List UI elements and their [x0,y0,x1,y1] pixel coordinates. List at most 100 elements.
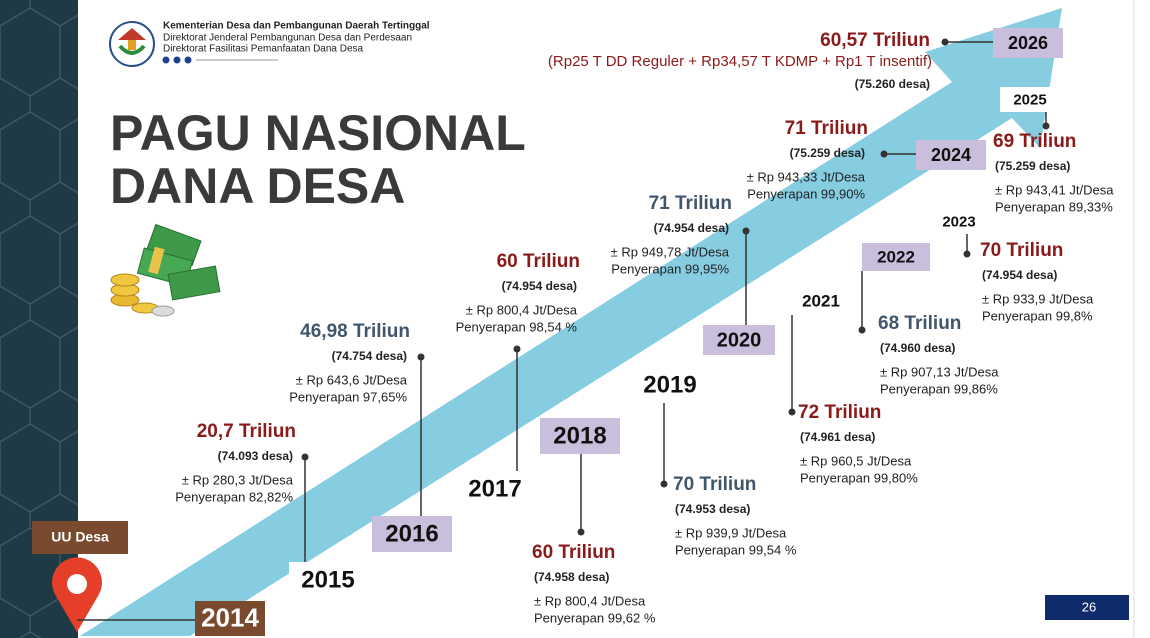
desa: (74.954 desa) [654,221,729,235]
amount: 20,7 Triliun [197,421,296,442]
per-desa: ± Rp 960,5 Jt/Desa [800,453,912,468]
year: 2022 [877,247,915,266]
connector-dot [301,453,309,461]
serapan: Penyerapan 98,54 % [456,319,578,334]
desa: (75.259 desa) [995,159,1070,173]
serapan: Penyerapan 99,62 % [534,610,656,625]
per-desa: ± Rp 943,33 Jt/Desa [747,169,866,184]
connector-dot [1042,122,1050,130]
per-desa: ± Rp 943,41 Jt/Desa [995,182,1114,197]
growth-arrow [80,8,1062,636]
org-line: Kementerian Desa dan Pembangunan Daerah … [163,21,430,32]
amount: 72 Triliun [798,402,881,423]
amount: 68 Triliun [878,313,961,334]
badge-box [32,521,128,554]
year-box [993,28,1063,58]
amount: 46,98 Triliun [300,321,410,342]
year: 2015 [301,566,354,593]
desa: (74.093 desa) [218,449,293,463]
connector-dot [880,150,888,158]
pin [51,557,102,632]
logo [109,21,155,67]
pin-hole [67,574,87,594]
desa: (74.954 desa) [982,268,1057,282]
year-box [703,325,775,355]
serapan: Penyerapan 97,65% [289,389,407,404]
per-desa: ± Rp 800,4 Jt/Desa [466,302,578,317]
year: 2014 [201,602,259,632]
year: 2020 [717,329,762,351]
serapan: Penyerapan 99,80% [800,470,918,485]
amount: 60 Triliun [532,542,615,563]
year: 2024 [931,145,971,165]
serapan: Penyerapan 99,54 % [675,542,797,557]
desa: (74.960 desa) [880,341,955,355]
connector-dot [660,480,668,488]
connector-dot [417,353,425,361]
desa: (74.958 desa) [534,570,609,584]
serapan: Penyerapan 89,33% [995,199,1113,214]
serapan: Penyerapan 99,86% [880,381,998,396]
per-desa: ± Rp 800,4 Jt/Desa [534,593,646,608]
desa: (75.260 desa) [855,77,930,91]
serapan: Penyerapan 82,82% [175,489,293,504]
year-box [862,243,930,271]
amount: 69 Triliun [993,131,1076,152]
page-number: 26 [1082,599,1096,614]
org-line: Direktorat Fasilitasi Pemanfaatan Dana D… [163,44,364,55]
desa: (75.259 desa) [790,146,865,160]
page-number-box [1045,595,1129,620]
per-desa: ± Rp 907,13 Jt/Desa [880,364,999,379]
amount: 60 Triliun [497,251,580,272]
year: 2023 [942,213,975,230]
year: 2021 [802,291,840,310]
title: DANA DESA [110,158,405,214]
year-box [630,367,710,403]
connector-dot [513,345,521,353]
per-desa: ± Rp 643,6 Jt/Desa [296,372,408,387]
connector-dot [941,38,949,46]
year-box [930,209,988,234]
dot [162,56,170,64]
desa: (74.954 desa) [502,279,577,293]
per-desa: ± Rp 939,9 Jt/Desa [675,525,787,540]
desa: (74.961 desa) [800,430,875,444]
year-box [372,516,452,552]
amount: 60,57 Triliun [820,30,930,51]
year: 2025 [1013,91,1046,108]
desa: (74.953 desa) [675,502,750,516]
amount: 71 Triliun [785,118,868,139]
year-box [289,562,367,598]
badge: UU Desa [51,529,109,545]
per-desa: ± Rp 949,78 Jt/Desa [611,244,730,259]
amount: 70 Triliun [673,474,756,495]
connector-dot [577,528,585,536]
amount: 71 Triliun [649,193,732,214]
per-desa: ± Rp 280,3 Jt/Desa [182,472,294,487]
connector-dot [742,227,750,235]
amount: 70 Triliun [980,240,1063,261]
year-box [540,418,620,454]
per-desa: ± Rp 933,9 Jt/Desa [982,291,1094,306]
year-box [790,287,852,315]
year: 2017 [468,475,521,502]
title: PAGU NASIONAL [110,105,526,161]
serapan: Penyerapan 99,8% [982,308,1093,323]
desa: (74.754 desa) [332,349,407,363]
year: 2019 [643,371,696,398]
year-box [1000,87,1060,112]
connector-dot [963,250,971,258]
serapan: Penyerapan 99,95% [611,261,729,276]
year-box [916,140,986,170]
dot [173,56,181,64]
money-icon [110,223,221,317]
year: 2018 [553,422,606,449]
connector-dot [788,408,796,416]
connector-dot [858,326,866,334]
year-box [195,601,265,636]
year: 2026 [1008,33,1048,53]
dot [184,56,192,64]
year: 2016 [385,520,438,547]
year-box [455,471,535,507]
